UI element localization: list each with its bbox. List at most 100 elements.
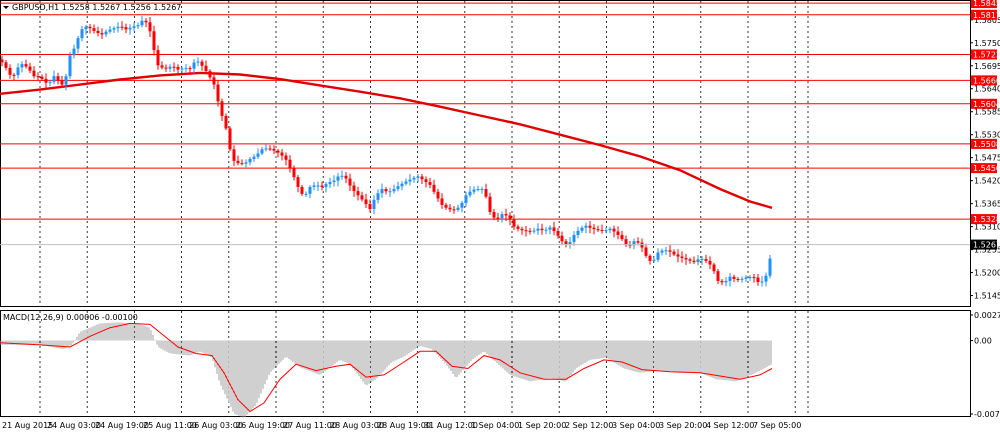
- candle-body: [488, 196, 492, 212]
- candle-body: [400, 183, 404, 187]
- candle-body: [712, 264, 716, 272]
- candle-body: [364, 199, 368, 205]
- candle-body: [280, 152, 284, 156]
- triangle-down-icon[interactable]: [3, 6, 9, 9]
- candle-body: [560, 235, 564, 242]
- candle-body: [44, 78, 48, 83]
- current-price-label: 1.5267: [971, 239, 1000, 250]
- level-label: 1.5604: [973, 100, 1000, 109]
- candle-body: [16, 67, 20, 76]
- candle-body: [116, 26, 120, 29]
- candle-body: [204, 65, 208, 72]
- candle-body: [12, 74, 16, 76]
- candle-body: [532, 230, 536, 232]
- time-axis-label: 7 Sep 05:00: [753, 421, 801, 430]
- candle-body: [676, 254, 680, 257]
- candle-body: [92, 28, 96, 31]
- symbol-header[interactable]: GBPUSD,H1 1.5258 1.5267 1.5256 1.5267: [3, 3, 181, 12]
- candle-body: [376, 193, 380, 200]
- price-axis-label: 1.5640: [974, 85, 1000, 94]
- candle-body: [592, 227, 596, 230]
- candle-body: [112, 28, 116, 30]
- candle-body: [720, 280, 724, 283]
- level-label-bg: [971, 49, 997, 60]
- time-axis-label: 28 Aug 19:00: [377, 421, 431, 430]
- candle-body: [656, 252, 660, 260]
- candle-body: [252, 156, 256, 159]
- candle-body: [584, 225, 588, 228]
- candle-body: [4, 62, 8, 68]
- candle-body: [188, 68, 192, 70]
- candle-body: [596, 229, 600, 231]
- time-axis-label: 25 Aug 11:00: [143, 421, 197, 430]
- candle-body: [156, 50, 160, 66]
- price-axis-label: 1.5695: [974, 62, 1000, 71]
- macd-axis-label: 0.00: [974, 337, 992, 346]
- candle-body: [576, 230, 580, 235]
- moving-average-line: [0, 71, 773, 209]
- candle-body: [408, 179, 412, 182]
- candle-body: [24, 64, 28, 67]
- candle-body: [456, 207, 460, 210]
- price-axis-label: 1.5475: [974, 154, 1000, 163]
- time-axis-label: 4 Sep 12:00: [706, 421, 754, 430]
- candle-body: [216, 84, 220, 102]
- level-label: 1.5328: [973, 215, 1000, 224]
- candle-body: [612, 228, 616, 232]
- candle-body: [144, 20, 148, 23]
- candle-body: [64, 76, 68, 85]
- candle-body: [296, 177, 300, 187]
- candle-body: [696, 259, 700, 263]
- candle-body: [552, 227, 556, 232]
- candle-body: [460, 202, 464, 208]
- candle-body: [716, 271, 720, 281]
- candle-body: [56, 76, 60, 81]
- candle-body: [36, 76, 40, 78]
- horizontal-levels[interactable]: [0, 2, 970, 220]
- candle-body: [68, 55, 72, 77]
- candle-body: [232, 149, 236, 161]
- candle-body: [544, 229, 548, 231]
- candle-body: [468, 191, 472, 196]
- candle-body: [28, 66, 32, 71]
- candle-body: [372, 199, 376, 210]
- candle-body: [652, 259, 656, 261]
- candle-body: [320, 185, 324, 187]
- candles[interactable]: [0, 16, 772, 287]
- candle-body: [224, 115, 228, 129]
- candle-body: [300, 186, 304, 194]
- candle-body: [100, 33, 104, 35]
- candle-body: [496, 217, 500, 219]
- candle-body: [664, 250, 668, 252]
- price-axis-label: 1.5750: [974, 39, 1000, 48]
- candle-body: [740, 278, 744, 280]
- candle-body: [540, 228, 544, 231]
- candle-body: [324, 184, 328, 187]
- candle-body: [660, 250, 664, 253]
- candle-body: [416, 176, 420, 178]
- candle-body: [608, 228, 612, 231]
- candle-body: [368, 204, 372, 210]
- candle-body: [692, 260, 696, 263]
- candle-body: [520, 228, 524, 231]
- candle-body: [708, 260, 712, 265]
- candle-body: [352, 185, 356, 192]
- candle-body: [348, 178, 352, 186]
- level-label: 1.5450: [973, 164, 1000, 173]
- time-axis-label: 1 Sep 20:00: [518, 421, 566, 430]
- candle-body: [672, 251, 676, 255]
- candle-body: [764, 275, 768, 282]
- candle-body: [524, 230, 528, 232]
- price-axis[interactable]: 1.5805 1.5750 1.5695 1.5640 1.5585 1.5530 1.54…: [970, 16, 1000, 301]
- candle-body: [340, 175, 344, 177]
- macd-axis-label: -0.00702: [974, 410, 1000, 419]
- candle-body: [264, 148, 268, 150]
- price-axis-label: 1.5585: [974, 108, 1000, 117]
- candle-body: [688, 259, 692, 261]
- candle-body: [628, 244, 632, 246]
- time-axis-label: 24 Aug 19:00: [95, 421, 149, 430]
- candle-body: [724, 280, 728, 283]
